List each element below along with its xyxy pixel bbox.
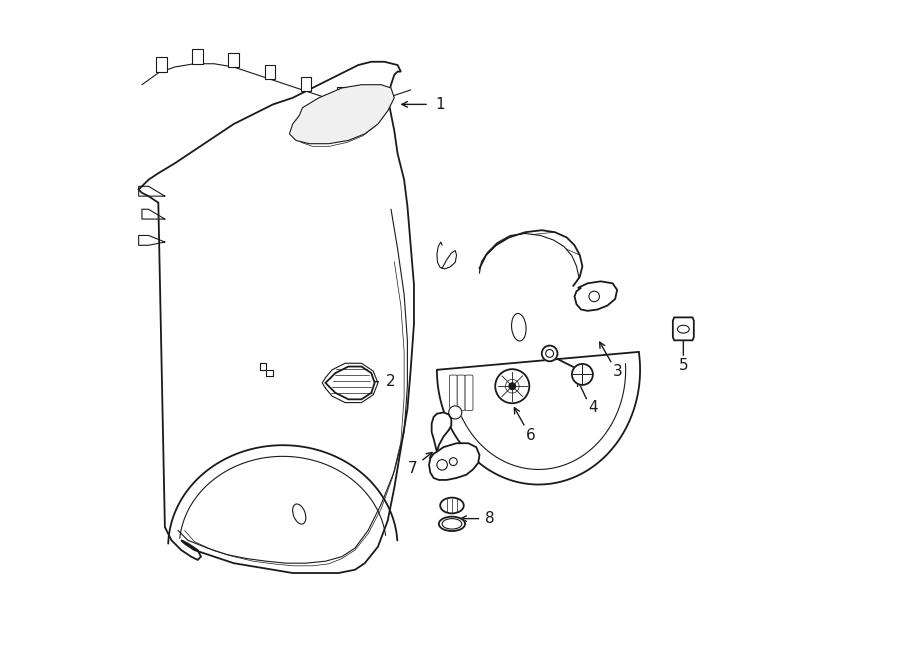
- Polygon shape: [290, 85, 394, 143]
- Polygon shape: [574, 282, 617, 311]
- Polygon shape: [229, 53, 238, 67]
- Polygon shape: [326, 367, 374, 399]
- Polygon shape: [429, 444, 480, 480]
- Circle shape: [542, 346, 557, 362]
- Ellipse shape: [440, 498, 464, 514]
- Polygon shape: [157, 58, 166, 72]
- Text: 4: 4: [588, 401, 598, 415]
- Circle shape: [436, 459, 447, 470]
- Circle shape: [509, 383, 516, 389]
- Text: 7: 7: [408, 461, 418, 476]
- Circle shape: [589, 292, 599, 301]
- Ellipse shape: [439, 517, 465, 531]
- Ellipse shape: [292, 504, 306, 524]
- Polygon shape: [432, 412, 451, 451]
- Polygon shape: [139, 61, 414, 573]
- Polygon shape: [337, 87, 347, 101]
- Text: 1: 1: [436, 97, 445, 112]
- Text: 5: 5: [679, 358, 688, 373]
- Text: 8: 8: [484, 511, 494, 526]
- Polygon shape: [193, 50, 202, 63]
- Circle shape: [495, 369, 529, 403]
- Polygon shape: [673, 317, 694, 340]
- Ellipse shape: [678, 325, 689, 333]
- Text: 2: 2: [386, 374, 396, 389]
- Polygon shape: [265, 65, 275, 79]
- Circle shape: [572, 364, 593, 385]
- FancyBboxPatch shape: [465, 375, 472, 410]
- FancyBboxPatch shape: [457, 375, 465, 410]
- Text: 3: 3: [613, 364, 623, 379]
- Ellipse shape: [511, 313, 526, 341]
- Circle shape: [449, 457, 457, 465]
- Text: 6: 6: [526, 428, 536, 443]
- Circle shape: [449, 406, 462, 419]
- FancyBboxPatch shape: [449, 375, 457, 410]
- Polygon shape: [301, 77, 311, 91]
